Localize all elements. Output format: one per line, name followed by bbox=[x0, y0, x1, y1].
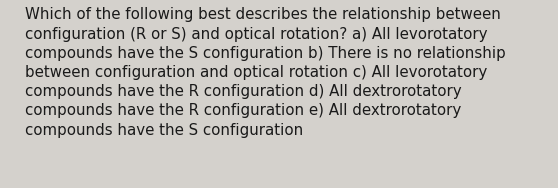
Text: Which of the following best describes the relationship between
configuration (R : Which of the following best describes th… bbox=[25, 7, 506, 138]
